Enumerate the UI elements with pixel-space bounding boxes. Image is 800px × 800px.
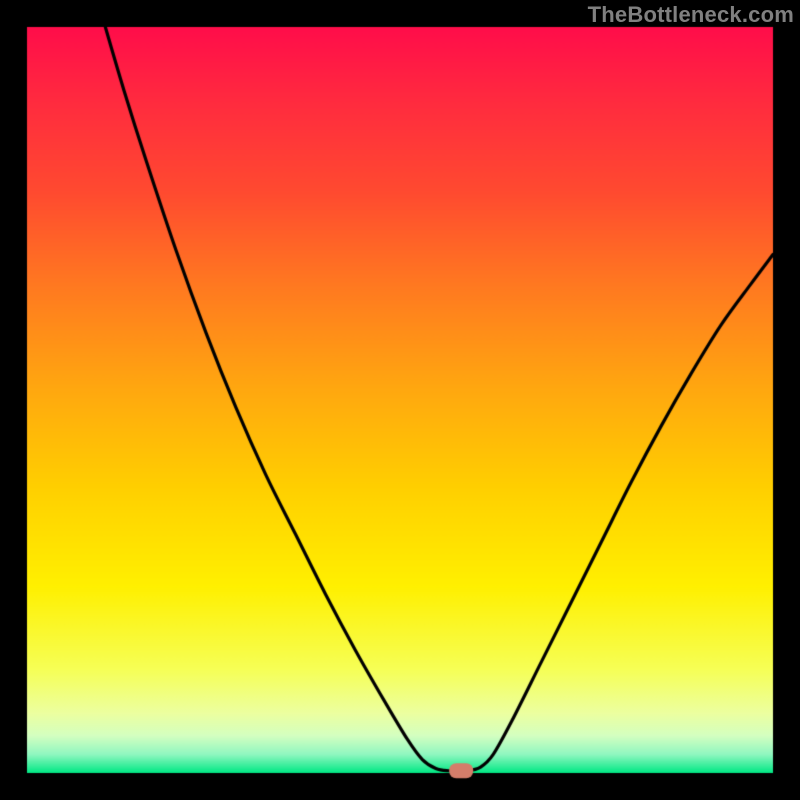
- watermark-text: TheBottleneck.com: [588, 2, 794, 28]
- chart-container: TheBottleneck.com: [0, 0, 800, 800]
- bottleneck-chart-canvas: [0, 0, 800, 800]
